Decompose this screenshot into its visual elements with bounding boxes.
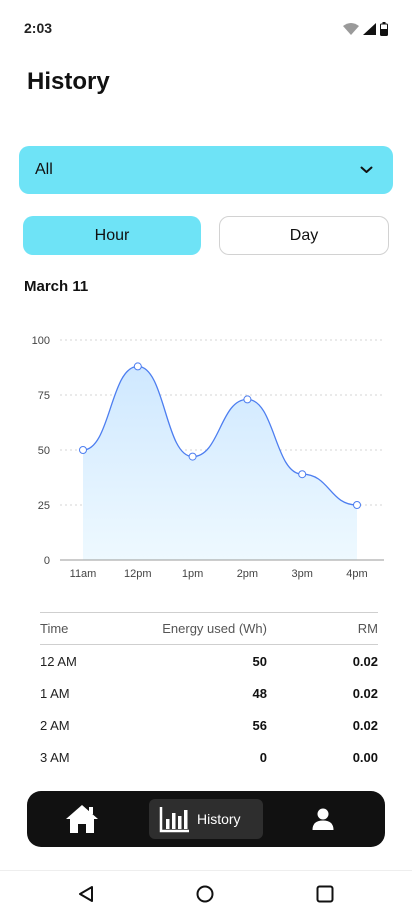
energy-area-chart: 0 25 50 75 100 11am 12pm 1pm 2pm 3pm 4pm: [32, 335, 384, 580]
row-time: 2 AM: [40, 717, 70, 733]
row-time: 3 AM: [40, 749, 70, 765]
page-title: History: [27, 68, 110, 95]
home-circle-icon[interactable]: [196, 885, 214, 903]
date-heading: March 11: [24, 278, 89, 295]
chart-y-tick-label: 100: [32, 335, 50, 347]
home-icon: [66, 805, 98, 833]
chart-data-points: [79, 362, 361, 509]
chart-y-tick-label: 25: [38, 500, 50, 512]
header-energy: Energy used (Wh): [162, 621, 267, 636]
chart-x-tick-label: 11am: [70, 568, 97, 580]
chart-data-point: [79, 446, 87, 454]
chart-area-fill: [83, 366, 357, 560]
cellular-signal-icon: [363, 23, 376, 35]
chart-y-tick-labels: 0 25 50 75 100: [32, 335, 50, 567]
chart-y-tick-label: 75: [38, 390, 50, 402]
back-triangle-icon[interactable]: [78, 885, 94, 903]
row-rm: 0.00: [352, 749, 378, 765]
chart-y-tick-label: 0: [44, 555, 50, 567]
nav-history-label: History: [197, 811, 241, 827]
status-time: 2:03: [24, 20, 53, 36]
energy-table: Time Energy used (Wh) RM 12 AM 50 0.02 1…: [40, 612, 378, 773]
bottom-nav: History: [27, 791, 385, 847]
chart-data-point: [133, 362, 142, 371]
header-rm: RM: [357, 621, 378, 636]
row-time: 1 AM: [40, 685, 70, 701]
chevron-down-icon: [360, 166, 373, 173]
table-row: 3 AM 0 0.00: [40, 741, 378, 773]
header-time: Time: [40, 621, 69, 636]
chart-data-point: [298, 470, 307, 479]
user-icon: [312, 808, 334, 830]
chart-x-tick-label: 12pm: [124, 568, 152, 580]
chart-x-tick-label: 4pm: [346, 568, 367, 580]
nav-history-button[interactable]: History: [149, 799, 263, 839]
recents-square-icon[interactable]: [316, 885, 334, 903]
chart-x-tick-label: 1pm: [182, 568, 203, 580]
chart-data-point: [243, 395, 252, 404]
day-toggle-button[interactable]: Day: [219, 216, 389, 255]
wifi-icon: [343, 23, 359, 35]
row-time: 12 AM: [40, 653, 77, 669]
hour-toggle-button[interactable]: Hour: [23, 216, 201, 255]
row-energy: 56: [252, 717, 267, 733]
filter-dropdown[interactable]: All: [19, 146, 393, 194]
system-navigation-bar: [0, 870, 412, 917]
chart-x-tick-label: 2pm: [237, 568, 258, 580]
row-rm: 0.02: [352, 653, 378, 669]
row-rm: 0.02: [352, 685, 378, 701]
table-row: 1 AM 48 0.02: [40, 677, 378, 709]
row-rm: 0.02: [352, 717, 378, 733]
chart-x-tick-label: 3pm: [291, 568, 312, 580]
status-icons: [343, 22, 388, 36]
battery-icon: [380, 22, 388, 36]
row-energy: 48: [252, 685, 267, 701]
table-row: 2 AM 56 0.02: [40, 709, 378, 741]
status-bar: 2:03: [0, 0, 412, 58]
chart-data-point: [353, 501, 361, 509]
nav-home-button[interactable]: [65, 804, 99, 834]
table-header: Time Energy used (Wh) RM: [40, 612, 378, 645]
filter-selected-value: All: [35, 161, 53, 178]
chart-data-point: [188, 452, 197, 461]
row-energy: 0: [259, 749, 267, 765]
table-row: 12 AM 50 0.02: [40, 645, 378, 677]
chart-x-tick-labels: 11am 12pm 1pm 2pm 3pm 4pm: [70, 568, 368, 580]
bar-chart-icon: [159, 807, 189, 833]
chart-y-tick-label: 50: [38, 445, 50, 457]
nav-profile-button[interactable]: [311, 807, 335, 831]
row-energy: 50: [252, 653, 267, 669]
